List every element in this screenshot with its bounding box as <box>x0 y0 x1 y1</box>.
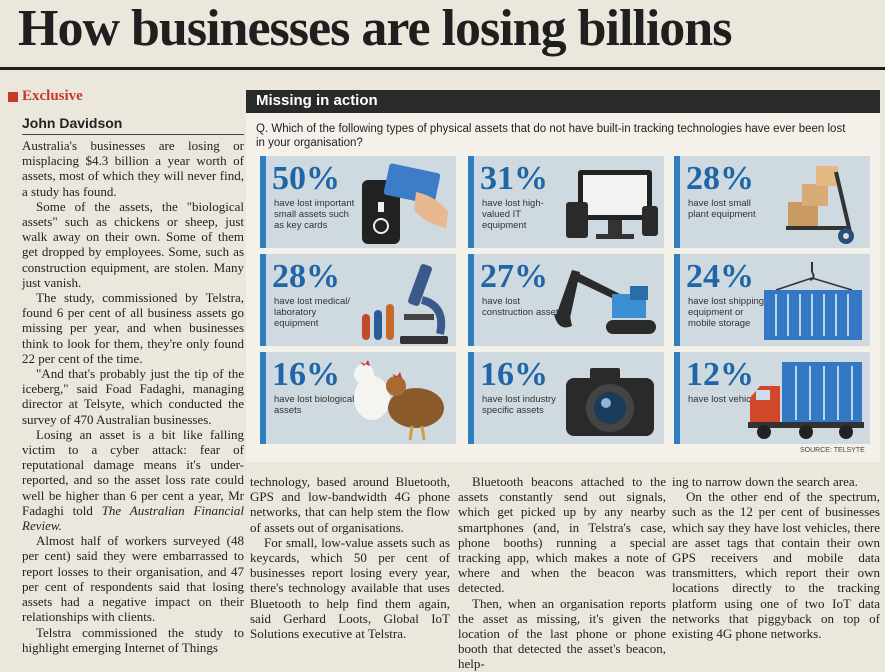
stat-percent: 31% <box>480 160 548 197</box>
byline-rule <box>22 134 244 135</box>
paragraph: Telstra commissioned the study to highli… <box>22 624 244 655</box>
stat-percent: 27% <box>480 258 548 295</box>
paragraph: technology, based around Bluetooth, GPS … <box>250 474 450 535</box>
paragraph: Then, when an organisation reports the a… <box>458 595 666 672</box>
stat-percent: 28% <box>272 258 340 295</box>
tile-accent-bar <box>468 352 474 444</box>
tile-accent-bar <box>260 254 266 346</box>
stat-tile-it-equipment: 31% have lost high-valued IT equipment <box>468 156 664 248</box>
stat-percent: 12% <box>686 356 754 393</box>
section-tag: Exclusive <box>22 88 83 104</box>
stat-label: have lost small plant equipment <box>688 198 756 220</box>
article-column-4: ing to narrow down the search area. On t… <box>672 474 880 641</box>
camera-icon <box>566 368 654 436</box>
stat-percent: 28% <box>686 160 754 197</box>
tile-accent-bar <box>674 156 680 248</box>
headline-rule <box>0 67 885 70</box>
stat-tile-vehicles: 12% have lost vehicles <box>674 352 870 444</box>
stat-tile-medical: 28% have lost medical/ laboratory equipm… <box>260 254 456 346</box>
infographic-source: SOURCE: TELSYTE <box>800 447 865 454</box>
paragraph-text: Losing an asset is a bit like falling vi… <box>22 426 244 518</box>
stat-label: have lost industry specific assets <box>482 394 556 416</box>
keycard-icon <box>362 163 448 244</box>
stat-label: have lost high-valued IT equipment <box>482 198 544 231</box>
tile-accent-bar <box>260 156 266 248</box>
microscope-icon <box>362 264 448 344</box>
stat-tile-construction: 27% have lost construction assets <box>468 254 664 346</box>
article-column-2: technology, based around Bluetooth, GPS … <box>250 474 450 641</box>
stat-percent: 24% <box>686 258 754 295</box>
stat-percent: 16% <box>480 356 548 393</box>
hand-truck-icon <box>786 166 854 244</box>
paragraph: ing to narrow down the search area. <box>672 474 858 489</box>
stat-label: have lost vehicles <box>688 394 763 405</box>
paragraph: For small, low-value assets such as keyc… <box>250 534 450 642</box>
paragraph: "And that's probably just the tip of the… <box>22 366 244 427</box>
paragraph: On the other end of the spectrum, such a… <box>672 489 880 642</box>
container-icon <box>764 262 862 340</box>
stat-tile-small-plant: 28% have lost small plant equipment <box>674 156 870 248</box>
headline: How businesses are losing billions <box>18 0 732 57</box>
tile-accent-bar <box>468 156 474 248</box>
excavator-icon <box>554 270 656 334</box>
infographic-title: Missing in action <box>256 92 378 109</box>
computer-icon <box>566 170 658 239</box>
stat-tile-industry: 16% have lost industry specific assets <box>468 352 664 444</box>
paragraph: Australia's businesses are losing or mis… <box>22 138 244 199</box>
survey-question: Q. Which of the following types of physi… <box>256 123 846 149</box>
publication-name: The Australian Financial Review. <box>22 502 244 534</box>
exclusive-marker <box>8 92 18 102</box>
chicken-icon <box>354 360 444 441</box>
tile-accent-bar <box>468 254 474 346</box>
paragraph: Some of the assets, the "biological asse… <box>22 198 244 290</box>
stat-label: have lost biological assets <box>274 394 355 416</box>
tile-accent-bar <box>674 352 680 444</box>
paragraph: Losing an asset is a bit like falling vi… <box>22 427 244 533</box>
infographic-header <box>246 90 880 113</box>
stat-label: have lost important small assets such as… <box>274 198 355 231</box>
article-column-1: Australia's businesses are losing or mis… <box>22 138 244 655</box>
stat-tile-biological: 16% have lost biological assets <box>260 352 456 444</box>
stat-tile-shipping: 24% have lost shipping equipment or mobi… <box>674 254 870 346</box>
byline: John Davidson <box>22 115 123 131</box>
paragraph: Almost half of workers surveyed (48 per … <box>22 533 244 625</box>
stat-tile-key-cards: 50% have lost important small assets suc… <box>260 156 456 248</box>
tile-accent-bar <box>674 254 680 346</box>
article-column-3: Bluetooth beacons attached to the assets… <box>458 474 666 672</box>
stat-label: have lost medical/ laboratory equipment <box>274 296 351 329</box>
paragraph: Bluetooth beacons attached to the assets… <box>458 474 666 596</box>
paragraph: The study, commissioned by Telstra, foun… <box>22 290 244 366</box>
truck-icon <box>748 362 864 439</box>
stat-label: have lost construction assets <box>482 296 564 318</box>
tile-accent-bar <box>260 352 266 444</box>
stat-percent: 50% <box>272 160 340 197</box>
stat-label: have lost shipping equipment or mobile s… <box>688 296 765 329</box>
stat-percent: 16% <box>272 356 340 393</box>
